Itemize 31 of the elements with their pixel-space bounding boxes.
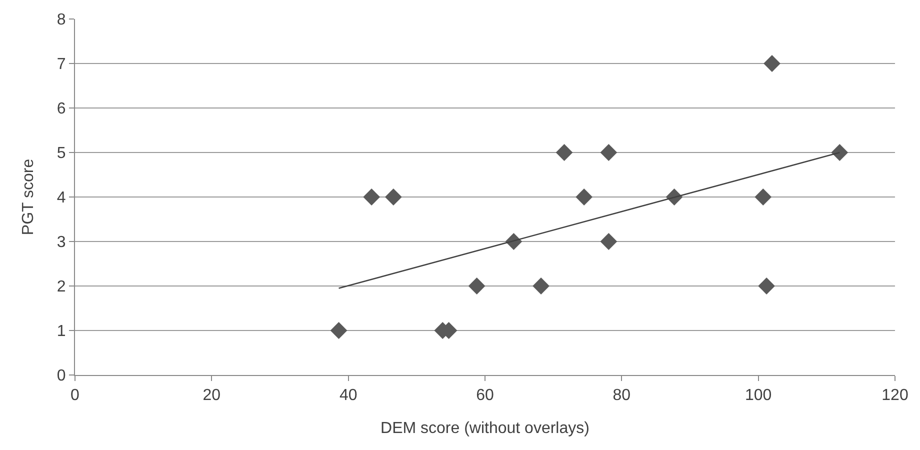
point: [754, 188, 772, 206]
point: [576, 188, 593, 206]
x-tick-label: 100: [744, 387, 772, 404]
x-tick-label: 120: [882, 387, 908, 404]
y-tick-label: 5: [56, 145, 66, 162]
y-tick-label: 7: [56, 56, 66, 74]
point: [384, 188, 402, 206]
x-tick-label: 0: [70, 387, 80, 404]
x-tick-label: 80: [612, 387, 631, 404]
point: [831, 144, 848, 161]
point: [330, 322, 348, 339]
x-tick-label: 60: [476, 387, 494, 404]
x-axis-title: DEM score (without overlays): [380, 420, 590, 437]
y-tick-label: 1: [56, 323, 66, 340]
point: [758, 278, 775, 294]
y-tick-label: 8: [56, 12, 66, 29]
point: [764, 55, 780, 72]
y-tick-label: 2: [56, 278, 66, 296]
point: [363, 188, 380, 206]
y-tick-label: 0: [56, 368, 66, 385]
y-tick-label: 3: [56, 234, 66, 252]
x-tick-label: 40: [339, 387, 358, 404]
y-tick-label: 4: [56, 190, 66, 207]
y-tick-label: 6: [56, 100, 66, 118]
point: [600, 233, 618, 250]
y-axis-title: PGT score: [20, 158, 37, 236]
point: [468, 278, 486, 294]
point: [556, 144, 573, 161]
point: [600, 144, 618, 161]
point: [532, 278, 550, 294]
x-tick-label: 20: [202, 387, 221, 404]
